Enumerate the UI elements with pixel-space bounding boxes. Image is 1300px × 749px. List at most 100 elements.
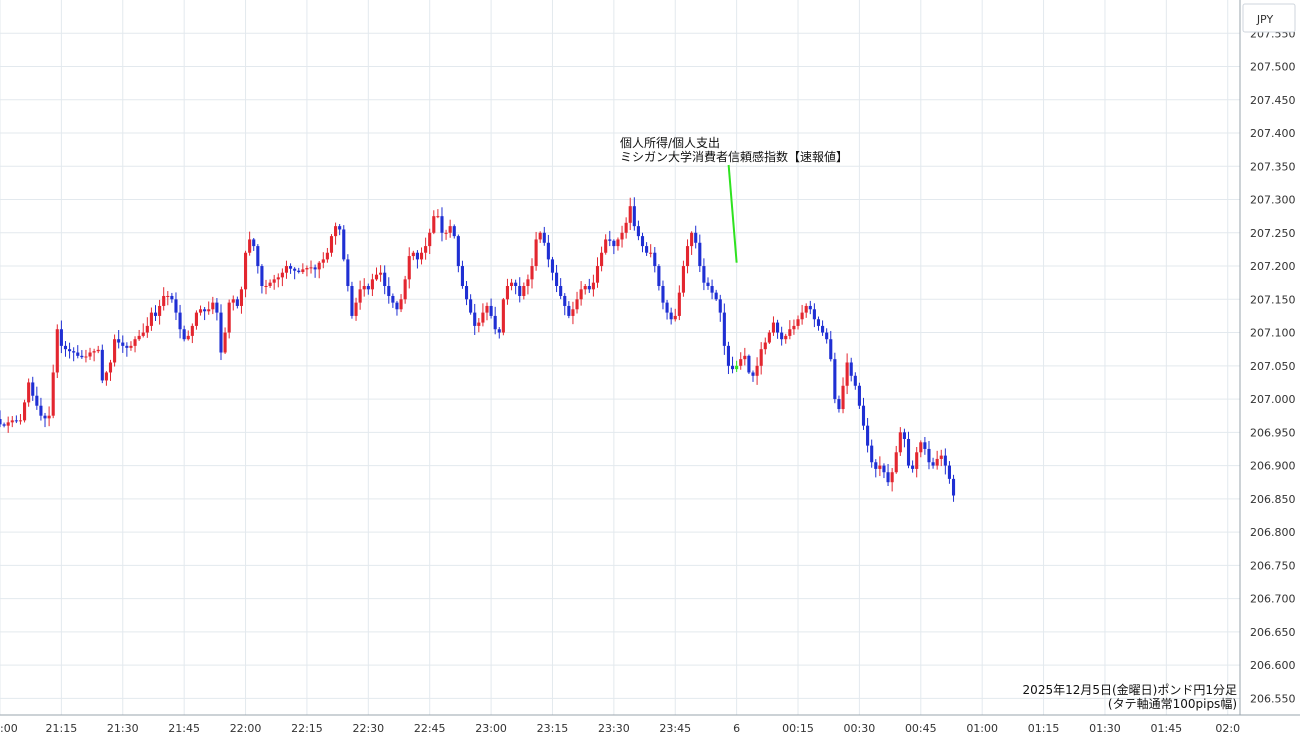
x-tick-label: 6 — [733, 722, 740, 735]
candle — [501, 297, 505, 336]
y-tick-label: 206.700 — [1250, 593, 1296, 606]
candle — [96, 345, 100, 354]
candle — [702, 258, 706, 291]
candle — [477, 318, 481, 333]
y-tick-label: 206.750 — [1250, 559, 1296, 572]
candle — [88, 347, 92, 360]
candle — [374, 267, 379, 281]
candle — [935, 450, 939, 470]
candle — [481, 303, 485, 327]
candle — [239, 286, 244, 314]
candle — [137, 329, 141, 341]
candle — [419, 247, 424, 265]
candle — [845, 353, 849, 395]
candle — [771, 316, 776, 336]
candle — [739, 352, 743, 370]
candle — [624, 217, 628, 239]
x-tick-label: 22:00 — [230, 722, 262, 735]
candle — [866, 417, 870, 453]
candle — [620, 225, 624, 248]
candle — [469, 294, 473, 315]
candle — [47, 406, 51, 427]
candle — [464, 281, 469, 306]
x-tick-label: 00:45 — [905, 722, 937, 735]
x-tick-label: 22:15 — [291, 722, 323, 735]
candle — [698, 234, 702, 273]
candle — [886, 464, 890, 487]
candle — [890, 468, 894, 492]
y-tick-label: 207.250 — [1250, 227, 1296, 240]
candle — [559, 278, 563, 300]
candle — [108, 359, 113, 381]
candle — [951, 474, 956, 502]
candle — [829, 330, 833, 362]
candle — [403, 275, 407, 304]
y-tick-label: 207.400 — [1250, 127, 1296, 140]
candle — [399, 294, 403, 313]
candle — [133, 336, 137, 353]
candle — [370, 273, 374, 297]
x-tick-label: 00:30 — [844, 722, 876, 735]
candle — [182, 325, 186, 342]
candle — [870, 439, 874, 468]
y-tick-label: 207.150 — [1250, 293, 1296, 306]
candle — [694, 225, 698, 249]
candle — [129, 341, 133, 351]
candle — [68, 342, 72, 359]
candle — [919, 440, 923, 458]
candle — [227, 299, 231, 339]
x-tick-label: 23:30 — [598, 722, 630, 735]
candle — [460, 260, 464, 289]
candle — [301, 263, 305, 275]
candle — [657, 264, 661, 291]
caption-line-2: (タテ軸通常100pips幅) — [1108, 696, 1237, 711]
candle — [125, 342, 129, 357]
candle — [293, 267, 297, 280]
candle — [203, 307, 207, 321]
candle — [141, 323, 145, 338]
x-tick-label: 23:00 — [475, 722, 507, 735]
candle — [882, 463, 886, 479]
candle — [252, 237, 256, 251]
x-tick-label: 01:30 — [1089, 722, 1121, 735]
candle — [661, 280, 665, 310]
candle — [911, 460, 915, 473]
candle — [837, 395, 841, 413]
candle — [669, 307, 673, 325]
candle — [166, 291, 170, 306]
x-tick-label: 21:45 — [168, 722, 200, 735]
annotation-text-line-2: ミシガン大学消費者信頼感指数【速報値】 — [620, 149, 848, 164]
candle — [706, 277, 710, 290]
candle — [280, 268, 284, 287]
candle — [325, 247, 329, 263]
candle — [305, 265, 309, 277]
candle — [714, 289, 718, 301]
candle — [59, 320, 63, 354]
candle — [72, 347, 76, 362]
candle — [309, 260, 313, 274]
candle — [14, 415, 18, 424]
candle — [100, 344, 104, 384]
candle — [632, 197, 636, 231]
x-tick-label: 01:45 — [1150, 722, 1182, 735]
candle — [898, 427, 902, 456]
candle — [816, 316, 821, 331]
candle — [55, 324, 59, 379]
candle — [194, 310, 198, 330]
y-tick-label: 206.600 — [1250, 659, 1296, 672]
candle — [387, 277, 391, 304]
x-tick-label: 23:15 — [537, 722, 569, 735]
candle — [391, 293, 395, 308]
candle — [473, 303, 477, 336]
candle — [489, 298, 493, 319]
candle — [10, 416, 14, 428]
candle — [276, 273, 280, 288]
candle — [113, 334, 117, 367]
candle — [272, 274, 276, 290]
y-tick-label: 206.950 — [1250, 426, 1296, 439]
candle — [260, 264, 264, 294]
candle — [432, 210, 436, 235]
candle — [902, 428, 906, 448]
